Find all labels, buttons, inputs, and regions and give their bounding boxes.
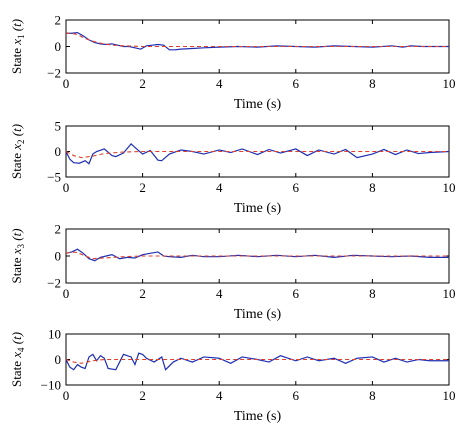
x-tick-label: 10 xyxy=(443,388,456,403)
x-tick-label: 0 xyxy=(63,180,70,195)
y-tick-label: −2 xyxy=(47,276,61,291)
x-tick-label: 0 xyxy=(63,286,70,301)
x-tick-label: 2 xyxy=(139,286,146,301)
dashed-series-line xyxy=(66,32,449,48)
x-tick-label: 8 xyxy=(369,286,376,301)
x-tick-label: 0 xyxy=(63,76,70,91)
y-tick-label: −10 xyxy=(41,378,61,393)
x-tick-label: 4 xyxy=(216,180,223,195)
solid-series-line xyxy=(66,31,449,51)
x-axis-label: Time (s) xyxy=(234,97,282,112)
x-tick-label: 0 xyxy=(63,388,70,403)
x-tick-label: 6 xyxy=(293,76,300,91)
x-tick-label: 8 xyxy=(369,388,376,403)
y-tick-label: 0 xyxy=(55,249,62,264)
x-tick-label: 10 xyxy=(443,180,456,195)
x-tick-label: 10 xyxy=(443,76,456,91)
x-axis-label: Time (s) xyxy=(234,409,282,424)
dashed-series-line xyxy=(65,251,449,260)
x-tick-label: 4 xyxy=(216,286,223,301)
y-axis-label: State x2 (t) xyxy=(9,124,26,179)
y-tick-label: 5 xyxy=(55,119,62,134)
x-tick-label: 8 xyxy=(369,180,376,195)
solid-series-line xyxy=(65,142,450,165)
solid-series-line xyxy=(65,248,449,262)
y-tick-label: 2 xyxy=(55,222,62,237)
x-axis-label: Time (s) xyxy=(234,307,282,322)
y-tick-label: 0 xyxy=(55,144,62,159)
x-tick-label: 6 xyxy=(293,180,300,195)
x-tick-label: 6 xyxy=(293,286,300,301)
x-tick-label: 2 xyxy=(139,180,146,195)
x-tick-label: 4 xyxy=(216,76,223,91)
y-axis-label: State x4 (t) xyxy=(9,332,26,387)
x-tick-label: 4 xyxy=(216,388,223,403)
y-axis-label: State x1 (t) xyxy=(9,19,26,74)
solid-series-line xyxy=(65,352,449,371)
y-tick-label: −5 xyxy=(47,170,61,185)
y-tick-label: −2 xyxy=(47,66,61,81)
y-tick-label: 2 xyxy=(55,13,62,28)
dashed-series-line xyxy=(65,358,449,364)
x-tick-label: 2 xyxy=(139,76,146,91)
x-axis-label: Time (s) xyxy=(234,201,282,216)
y-tick-label: 0 xyxy=(55,39,62,54)
y-tick-label: 10 xyxy=(48,327,61,342)
dashed-series-line xyxy=(65,150,449,159)
y-tick-label: 0 xyxy=(55,352,62,367)
x-tick-label: 2 xyxy=(139,388,146,403)
x-tick-label: 6 xyxy=(293,388,300,403)
x-tick-label: 8 xyxy=(369,76,376,91)
y-axis-label: State x3 (t) xyxy=(9,228,26,283)
x-tick-label: 10 xyxy=(443,286,456,301)
